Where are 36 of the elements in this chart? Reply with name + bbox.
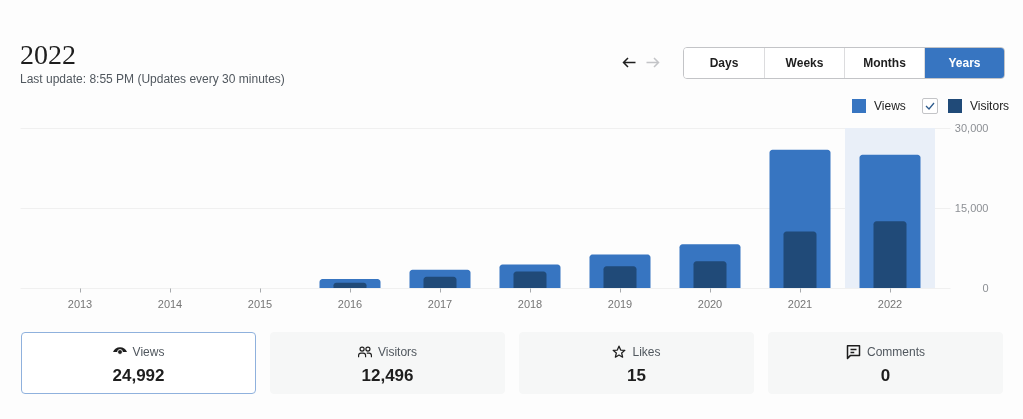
chart-title: 2022 (20, 39, 76, 71)
x-tick-label: 2015 (247, 297, 273, 310)
x-tick-label: 2019 (607, 297, 633, 310)
category-label: Views (132, 345, 165, 359)
text: 12,496 (361, 366, 414, 386)
y-tick-label: 30,000 (954, 121, 989, 134)
category-label: Days (684, 48, 764, 78)
category-label: Months (844, 48, 924, 78)
y-tick-label: 15,000 (954, 201, 989, 214)
text: 24,992 (112, 366, 165, 386)
bar (693, 261, 727, 288)
bar (783, 231, 817, 288)
x-tick-label: 2014 (157, 297, 183, 310)
legend-label: Visitors (970, 99, 1010, 113)
x-tick-label: 2016 (337, 297, 363, 310)
text: 15 (627, 366, 646, 386)
x-tick-label: 2017 (427, 297, 453, 310)
bar (513, 271, 547, 288)
x-tick-label: 2013 (67, 297, 93, 310)
bar (423, 276, 457, 288)
bar (603, 266, 637, 288)
chart-subtitle: Last update: 8:55 PM (Updates every 30 minutes) (20, 72, 285, 86)
bar (873, 221, 907, 288)
category-label: Years (924, 48, 1004, 78)
x-tick-label: 2020 (697, 297, 723, 310)
y-tick-label: 0 (982, 281, 989, 294)
bar (333, 282, 367, 288)
x-tick-label: 2022 (877, 297, 903, 310)
category-label: Visitors (377, 345, 418, 359)
legend-label: Views (874, 99, 906, 113)
category-label: Weeks (764, 48, 844, 78)
x-tick-label: 2018 (517, 297, 543, 310)
category-label: Likes (632, 345, 661, 359)
category-label: Comments (866, 345, 925, 359)
x-tick-label: 2021 (787, 297, 813, 310)
text: 0 (880, 366, 891, 386)
